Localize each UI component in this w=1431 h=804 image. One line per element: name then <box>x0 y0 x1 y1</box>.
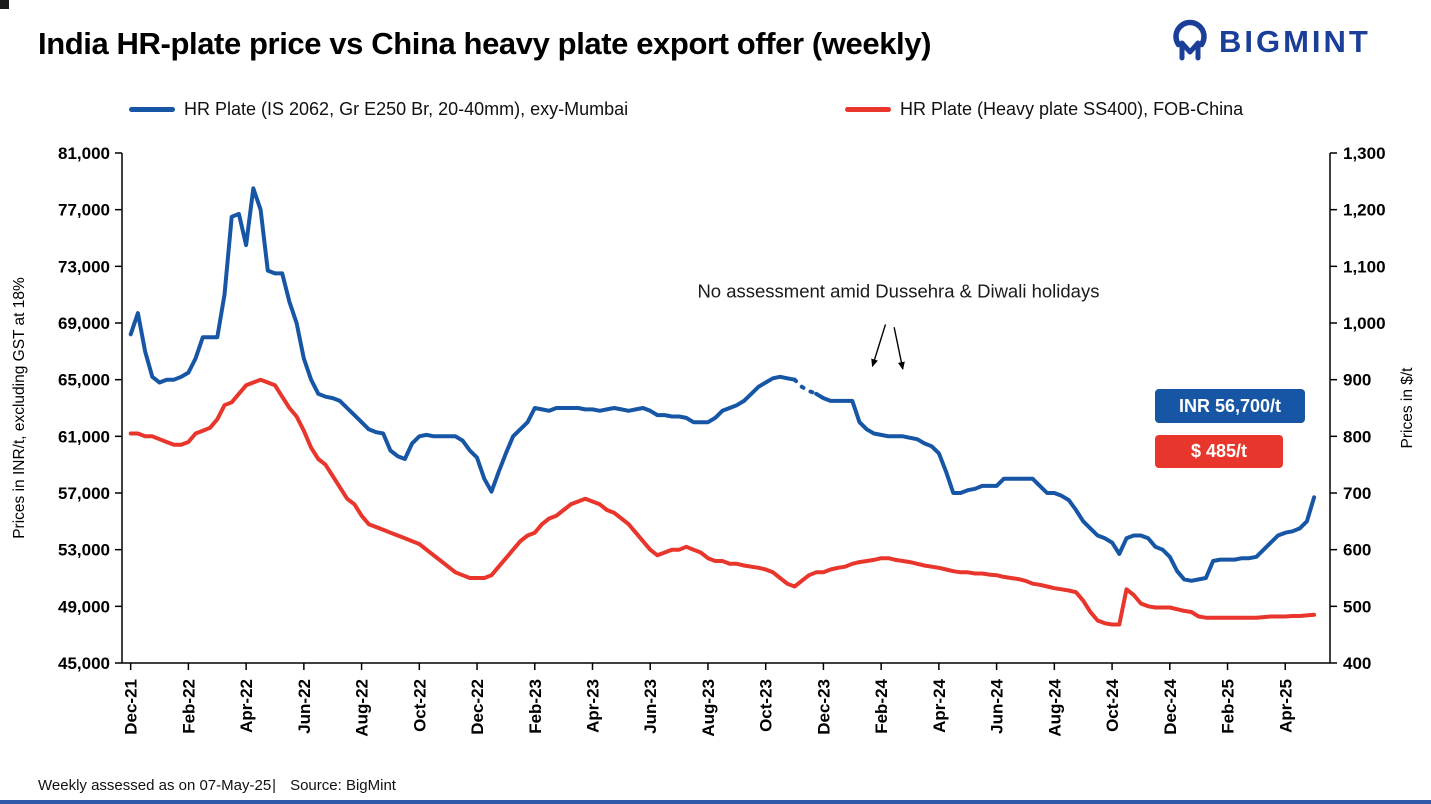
left-axis-tick-label: 77,000 <box>58 201 110 220</box>
x-axis-tick-label: Jun-22 <box>295 679 314 734</box>
x-axis-tick-label: Aug-23 <box>699 679 718 737</box>
annotation-arrow <box>871 324 887 368</box>
series-line <box>128 186 797 494</box>
right-axis-tick-label: 700 <box>1343 484 1371 503</box>
x-axis-tick-label: Aug-24 <box>1045 678 1064 736</box>
usd-price-badge: $ 485/t <box>1155 435 1283 468</box>
legend-item-china: HR Plate (Heavy plate SS400), FOB-China <box>845 97 1243 121</box>
x-axis-tick-label: Apr-23 <box>583 679 602 733</box>
left-axis-tick-label: 53,000 <box>58 541 110 560</box>
left-axis-title: Prices in INR/t, excluding GST at 18% <box>11 277 28 539</box>
footer-note: Weekly assessed as on 07-May-25| Source: … <box>38 777 396 794</box>
x-axis-tick-label: Dec-21 <box>122 679 141 735</box>
legend-swatch-blue <box>129 106 175 112</box>
price-chart: 45,000 49,000 53,000 57,000 61,000 65,000 69,0… <box>11 144 1416 737</box>
bottom-accent-bar <box>0 800 1431 804</box>
left-axis-tick-label: 69,000 <box>58 314 110 333</box>
x-axis-tick-label: Apr-25 <box>1276 679 1295 733</box>
chart-area: 45,000 49,000 53,000 57,000 61,000 65,000 69,0… <box>0 140 1431 774</box>
page-title: India HR-plate price vs China heavy plat… <box>38 26 932 61</box>
left-axis-tick-label: 65,000 <box>58 371 110 390</box>
x-axis-tick-label: Dec-22 <box>468 679 487 735</box>
legend-item-india: HR Plate (IS 2062, Gr E250 Br, 20-40mm),… <box>129 97 628 121</box>
series-line <box>128 377 1317 627</box>
right-axis-tick-label: 1,100 <box>1343 257 1386 276</box>
x-axis-tick-label: Dec-24 <box>1161 678 1180 734</box>
right-axis-tick-label: 800 <box>1343 427 1371 446</box>
left-axis-tick-label: 61,000 <box>58 427 110 446</box>
left-axis-tick-label: 57,000 <box>58 484 110 503</box>
x-axis-tick-label: Jun-23 <box>641 679 660 734</box>
footer-separator: | <box>272 777 277 794</box>
x-axis-tick-label: Oct-24 <box>1103 678 1122 731</box>
legend-label-china: HR Plate (Heavy plate SS400), FOB-China <box>900 98 1244 119</box>
right-axis-tick-label: 600 <box>1343 541 1371 560</box>
x-axis-tick-label: Feb-22 <box>179 679 198 734</box>
right-axis-tick-label: 1,300 <box>1343 144 1386 163</box>
footer-assessed-text: Weekly assessed as on 07-May-25 <box>38 777 272 794</box>
axes: 45,000 49,000 53,000 57,000 61,000 65,000 69,0… <box>11 144 1416 737</box>
right-axis-tick-label: 400 <box>1343 654 1371 673</box>
x-axis-tick-label: Oct-23 <box>757 679 776 732</box>
annotation-arrow <box>893 327 905 371</box>
x-axis-tick-label: Dec-23 <box>814 679 833 735</box>
legend-swatch-red <box>845 106 891 112</box>
right-axis-tick-label: 500 <box>1343 597 1371 616</box>
x-axis-tick-label: Feb-24 <box>872 678 891 733</box>
x-axis-tick-label: Jun-24 <box>988 678 1007 733</box>
left-axis-tick-label: 45,000 <box>58 654 110 673</box>
x-axis-tick-label: Apr-22 <box>237 679 256 733</box>
annotation-text: No assessment amid Dussehra & Diwali hol… <box>697 281 1099 302</box>
x-axis-tick-label: Feb-23 <box>526 679 545 734</box>
footer-source-text: Source: BigMint <box>290 777 396 794</box>
right-axis-tick-label: 1,200 <box>1343 201 1386 220</box>
x-axis-tick-label: Feb-25 <box>1219 679 1238 734</box>
left-axis-tick-label: 73,000 <box>58 257 110 276</box>
bigmint-logo: BIGMINT <box>1168 16 1371 67</box>
series-line-dashed-gap <box>792 377 819 396</box>
bigmint-logo-text: BIGMINT <box>1219 23 1371 59</box>
x-axis-tick-label: Aug-22 <box>353 679 372 737</box>
left-axis-tick-label: 81,000 <box>58 144 110 163</box>
inr-price-badge: INR 56,700/t <box>1155 389 1305 423</box>
screen-corner-mark <box>0 0 9 9</box>
bigmint-logo-icon <box>1168 16 1212 67</box>
left-axis-tick-label: 49,000 <box>58 597 110 616</box>
right-axis-title: Prices in $/t <box>1399 367 1416 449</box>
x-axis-tick-label: Apr-24 <box>930 678 949 732</box>
series-lines <box>128 186 1317 627</box>
series-line <box>814 391 1317 583</box>
x-axis-tick-label: Oct-22 <box>410 679 429 732</box>
legend-label-india: HR Plate (IS 2062, Gr E250 Br, 20-40mm),… <box>184 98 629 119</box>
right-axis-tick-label: 900 <box>1343 371 1371 390</box>
annotation: No assessment amid Dussehra & Diwali hol… <box>697 281 1099 371</box>
right-axis-tick-label: 1,000 <box>1343 314 1386 333</box>
